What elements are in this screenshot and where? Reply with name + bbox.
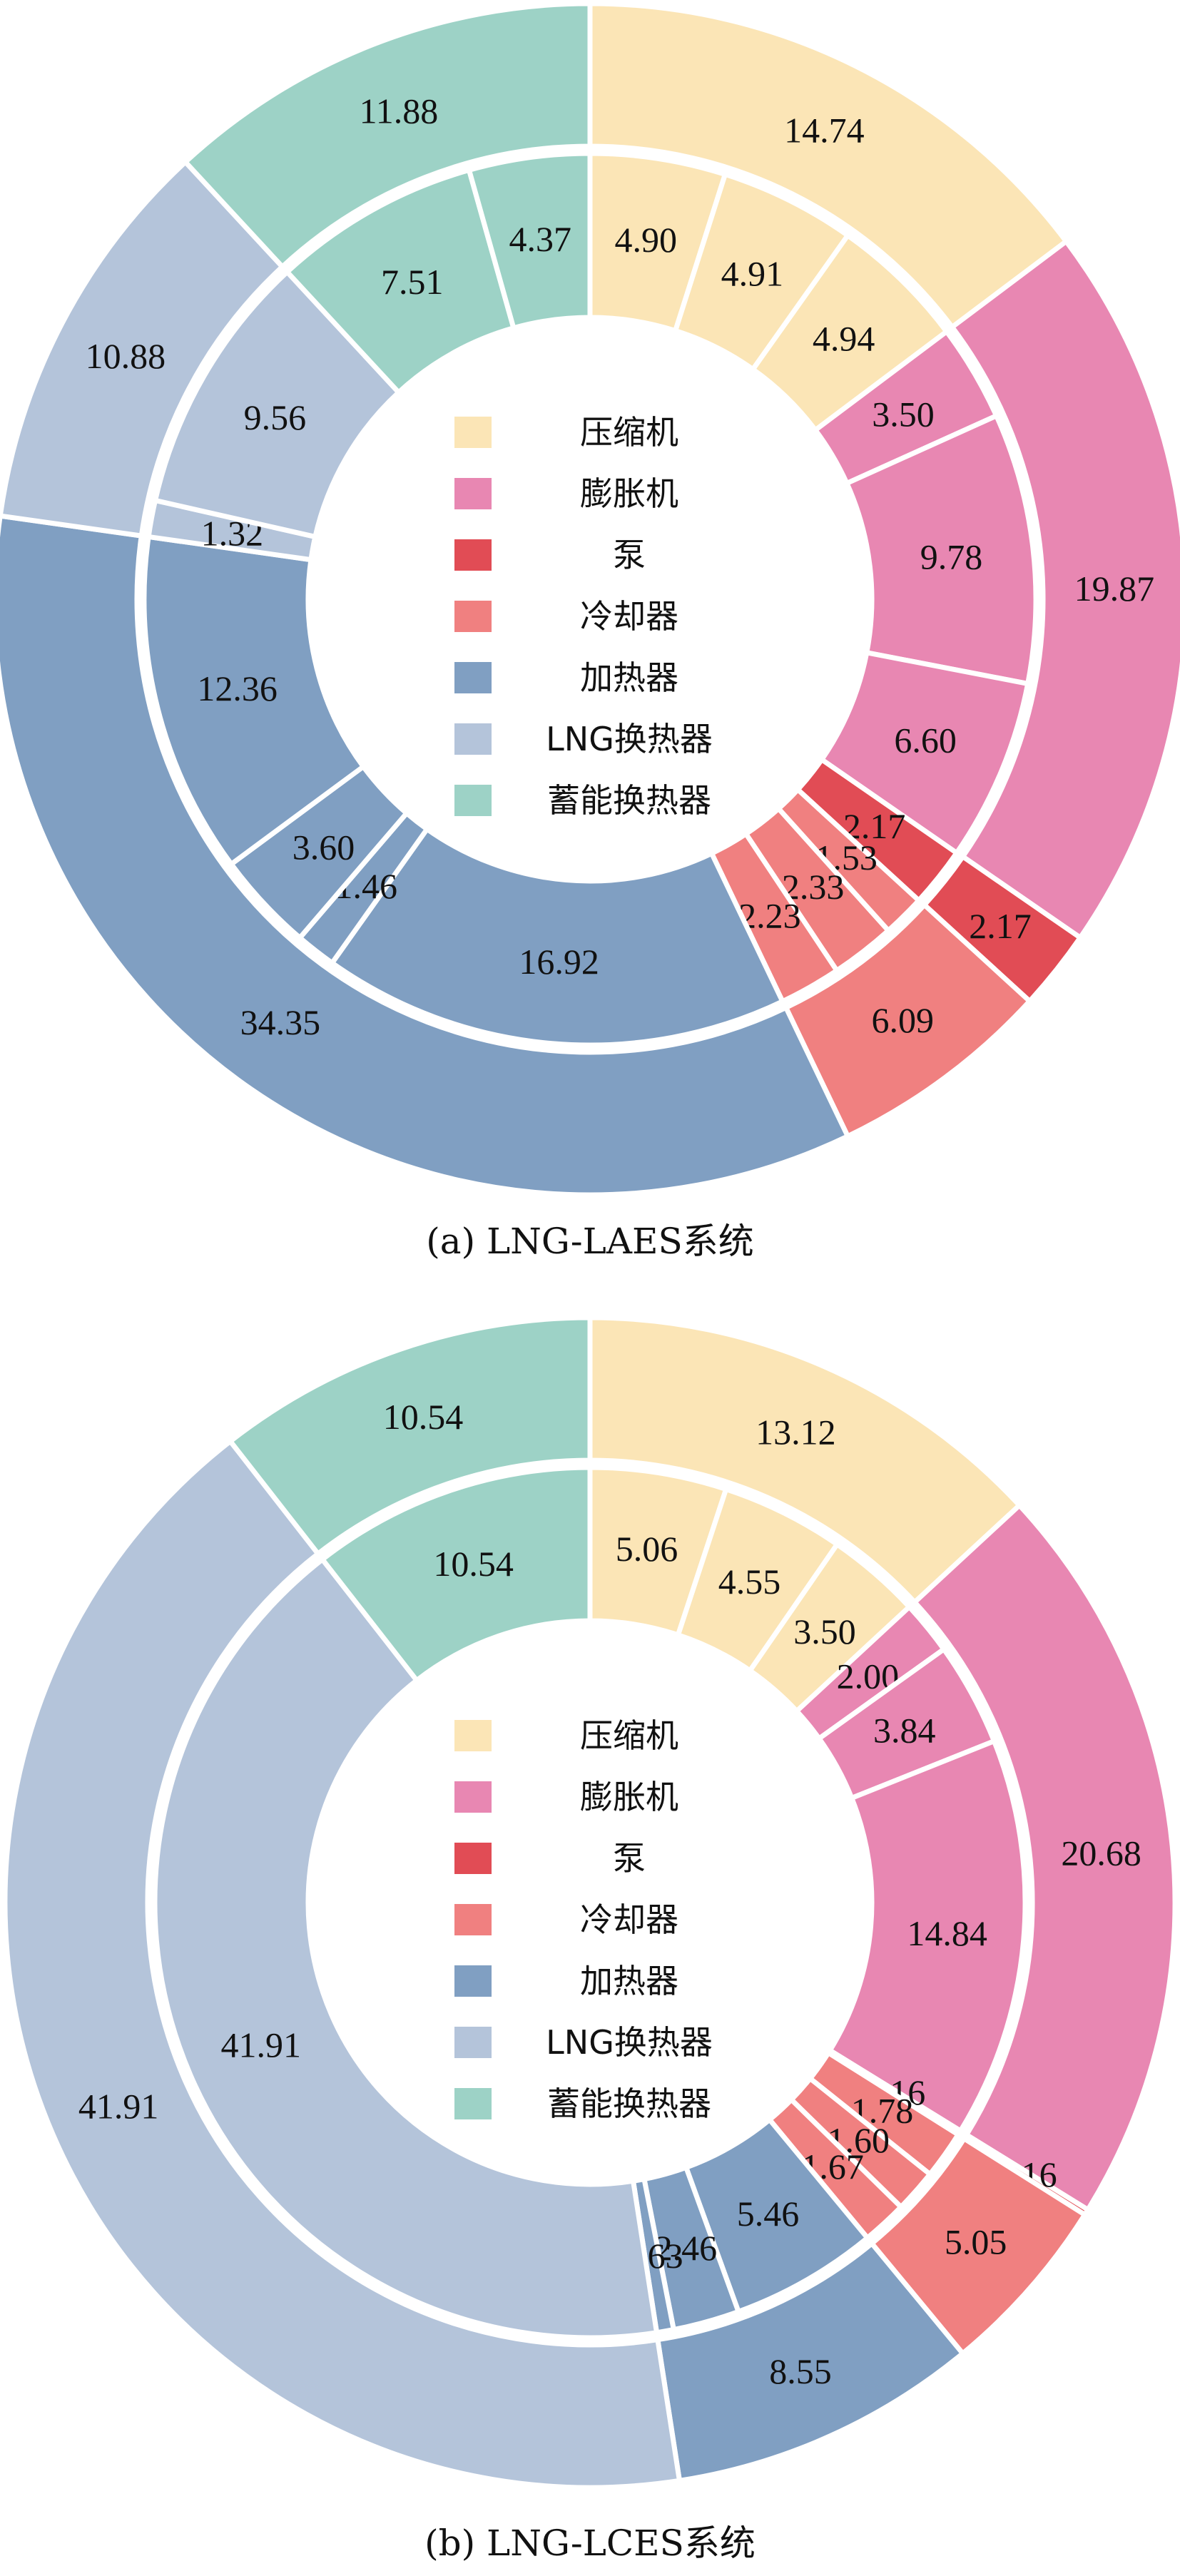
legend-swatch-lng-heat-exchanger <box>454 723 492 755</box>
inner-ring-value-label: 3.50 <box>872 394 935 434</box>
legend-swatch-compressor <box>454 1720 492 1751</box>
inner-ring-value-label: 9.56 <box>244 397 307 437</box>
legend-label-expander: 膨胀机 <box>580 474 678 513</box>
outer-ring-slice-storage-heat-exchanger <box>181 1 593 270</box>
inner-ring-value-label: 4.91 <box>721 254 784 294</box>
legend-swatch-compressor <box>454 417 492 448</box>
outer-ring-value-label: 34.35 <box>240 1002 321 1042</box>
legend-swatch-pump <box>454 539 492 571</box>
legend-swatch-storage-heat-exchanger <box>454 785 492 816</box>
inner-ring-slice-expander <box>826 1738 1028 2134</box>
legend-swatch-expander <box>454 478 492 509</box>
legend-swatch-cooler <box>454 601 492 632</box>
outer-ring-value-label: 19.87 <box>1074 569 1155 609</box>
inner-ring-value-label: 4.37 <box>509 219 571 259</box>
outer-ring-slice-storage-heat-exchanger <box>226 1315 593 1557</box>
inner-ring-value-label: 9.78 <box>920 537 983 577</box>
outer-ring-slice-lng-heat-exchanger <box>2 1437 683 2490</box>
inner-ring-value-label: 7.51 <box>381 262 444 302</box>
legend-label-pump: 泵 <box>613 536 646 574</box>
chart-caption-b: (b) LNG-LCES系统 <box>424 2522 756 2564</box>
outer-ring-value-label: 11.88 <box>360 91 439 131</box>
legend-label-lng-heat-exchanger: LNG换热器 <box>546 2023 713 2062</box>
outer-ring-value-label: 10.54 <box>383 1397 464 1437</box>
legend-swatch-heater <box>454 1965 492 1997</box>
legend-swatch-pump <box>454 1843 492 1874</box>
inner-ring-value-label: 12.36 <box>197 668 278 708</box>
inner-ring-value-label: 6.60 <box>894 721 957 760</box>
outer-ring-slice-expander <box>911 1502 1178 2214</box>
inner-ring-slice-heater <box>141 534 367 868</box>
outer-ring-slice-expander <box>948 238 1180 942</box>
legend-label-cooler: 冷却器 <box>580 597 678 636</box>
legend-label-storage-heat-exchanger: 蓄能换热器 <box>547 781 711 820</box>
legend-label-storage-heat-exchanger: 蓄能换热器 <box>547 2084 711 2123</box>
legend-label-heater: 加热器 <box>580 1962 678 2000</box>
chart-panel-a: 14.74 19.87 2.17 6.09 34.35 10.88 11.88 4.90 4.9… <box>0 0 1180 1284</box>
outer-ring-value-label: 41.91 <box>78 2087 159 2127</box>
inner-ring-value-label: 4.55 <box>718 1562 781 1602</box>
inner-ring-value-label: 4.94 <box>813 318 875 358</box>
outer-ring-value-label: 14.74 <box>784 110 865 150</box>
legend-swatch-expander <box>454 1781 492 1813</box>
outer-ring-value-label: 20.68 <box>1061 1833 1141 1873</box>
donut-chart-a: 14.74 19.87 2.17 6.09 34.35 10.88 11.88 4.90 4.9… <box>0 1 1180 1198</box>
inner-ring-value-label: 14.84 <box>907 1913 987 1953</box>
outer-ring-value-label: 10.88 <box>86 336 166 376</box>
outer-ring-slice-heater <box>0 513 851 1198</box>
inner-ring-value-label: 10.54 <box>433 1544 514 1584</box>
inner-ring-slice-storage-heat-exchanger <box>319 1465 593 1684</box>
chart-panel-b: 13.12 20.68 0.16 5.05 8.55 41.91 10.54 5.06 4.55… <box>0 1313 1180 2576</box>
inner-ring-value-label: 41.91 <box>221 2025 302 2065</box>
inner-ring-value-label: 4.90 <box>614 220 677 260</box>
inner-ring-value-label: 3.60 <box>293 827 355 867</box>
outer-ring-value-label: 6.09 <box>871 1000 934 1040</box>
outer-ring-value-label: 13.12 <box>756 1412 836 1452</box>
inner-ring-value-label: 3.84 <box>873 1711 936 1751</box>
outer-ring-value-label: 8.55 <box>769 2351 832 2391</box>
inner-ring-value-label: 16.92 <box>519 942 599 982</box>
legend-label-compressor: 压缩机 <box>580 413 678 452</box>
legend-swatch-lng-heat-exchanger <box>454 2027 492 2058</box>
legend-label-expander: 膨胀机 <box>580 1778 678 1816</box>
outer-ring-value-label: 5.05 <box>945 2222 1007 2262</box>
inner-ring-value-label: 2.46 <box>655 2228 718 2268</box>
inner-ring-value-label: 3.50 <box>793 1612 856 1651</box>
inner-ring-slice-lng-heat-exchanger <box>152 1556 660 2341</box>
legend-swatch-cooler <box>454 1904 492 1935</box>
legend-label-compressor: 压缩机 <box>580 1716 678 1755</box>
legend-label-heater: 加热器 <box>580 658 678 697</box>
legend-label-pump: 泵 <box>613 1839 646 1878</box>
legend-label-cooler: 冷却器 <box>580 1900 678 1939</box>
donut-chart-b: 13.1220.680.165.058.5541.9110.545.064.55… <box>2 1315 1178 2490</box>
inner-ring-value-label: 5.06 <box>616 1529 678 1569</box>
legend-swatch-heater <box>454 662 492 693</box>
inner-ring-value-label: 5.46 <box>737 2194 800 2234</box>
legend-swatch-storage-heat-exchanger <box>454 2088 492 2119</box>
chart-caption-a: (a) LNG-LAES系统 <box>426 1221 754 1262</box>
outer-ring-value-label: 2.17 <box>969 906 1032 946</box>
legend-label-lng-heat-exchanger: LNG换热器 <box>546 720 713 758</box>
inner-ring-slice-heater <box>328 825 786 1048</box>
inner-ring-slice-storage-heat-exchanger <box>466 151 593 332</box>
